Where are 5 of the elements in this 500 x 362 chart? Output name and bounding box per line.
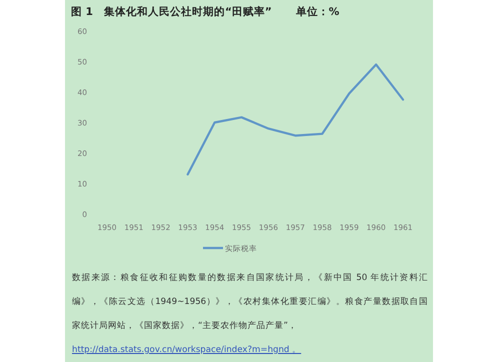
chart-title: 图 1 集体化和人民公社时期的“田赋率” (71, 5, 272, 18)
text: 数据来源：粮食征收和征购数量的数据来自国家统计局，《新中国 50 年统计资料汇编》，《陈云文选（1949~1956）》，《农村集体化重要汇编》。粮食产量数据取自国家统计局网站，《国家数据》，“主要农作物产品产量”， (72, 273, 428, 331)
line-series (186, 63, 404, 176)
chart-subtitle: 单位：% (294, 5, 340, 18)
text: http://data.stats.gov.cn/workspace/index?m=hgnd 。 (72, 345, 302, 355)
